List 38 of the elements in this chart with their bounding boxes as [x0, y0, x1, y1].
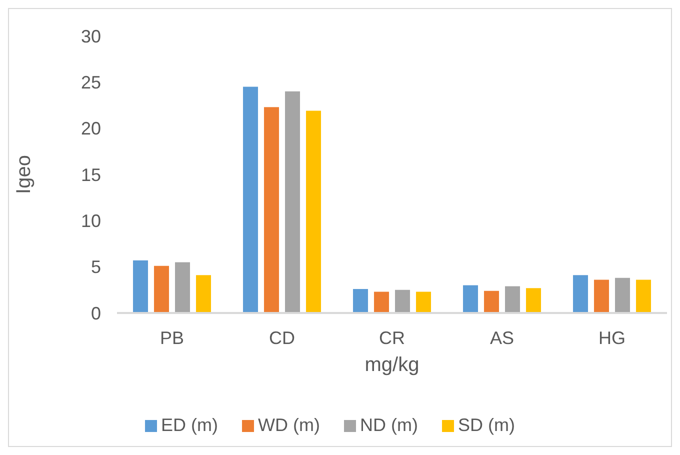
bar — [374, 292, 389, 313]
y-tick-label: 30 — [80, 26, 101, 46]
bar — [196, 275, 211, 313]
y-tick-label: 20 — [80, 118, 101, 139]
y-axis-title: Igeo — [13, 155, 36, 194]
bar — [395, 290, 410, 313]
bar — [573, 275, 588, 313]
bar — [175, 262, 190, 313]
x-axis-title: mg/kg — [364, 354, 420, 376]
legend-label: ED (m) — [161, 415, 218, 435]
bar — [594, 280, 609, 313]
bar — [353, 288, 368, 313]
bar — [264, 107, 279, 313]
x-tick-label: PB — [160, 328, 184, 348]
y-tick-label: 15 — [80, 164, 101, 185]
bar — [285, 91, 300, 313]
x-tick-label: CR — [379, 328, 405, 348]
bar — [526, 288, 541, 313]
legend-label: ND (m) — [360, 415, 418, 435]
y-tick-label: 10 — [80, 211, 101, 232]
bar — [636, 280, 651, 313]
bar — [505, 286, 520, 313]
x-tick-label: HG — [598, 328, 626, 348]
bar — [615, 278, 630, 313]
legend-label: SD (m) — [458, 415, 515, 435]
bar — [306, 110, 321, 313]
x-tick-label: CD — [269, 328, 295, 348]
bar — [243, 86, 258, 313]
y-tick-label: 25 — [80, 72, 101, 93]
bar — [463, 285, 478, 313]
legend-label: WD (m) — [258, 415, 320, 435]
bar — [416, 292, 431, 313]
bar — [133, 260, 148, 313]
bar — [154, 266, 169, 313]
bar — [484, 290, 499, 313]
y-tick-label: 5 — [90, 257, 101, 278]
y-tick-label: 0 — [90, 303, 101, 324]
x-tick-label: AS — [490, 328, 514, 348]
